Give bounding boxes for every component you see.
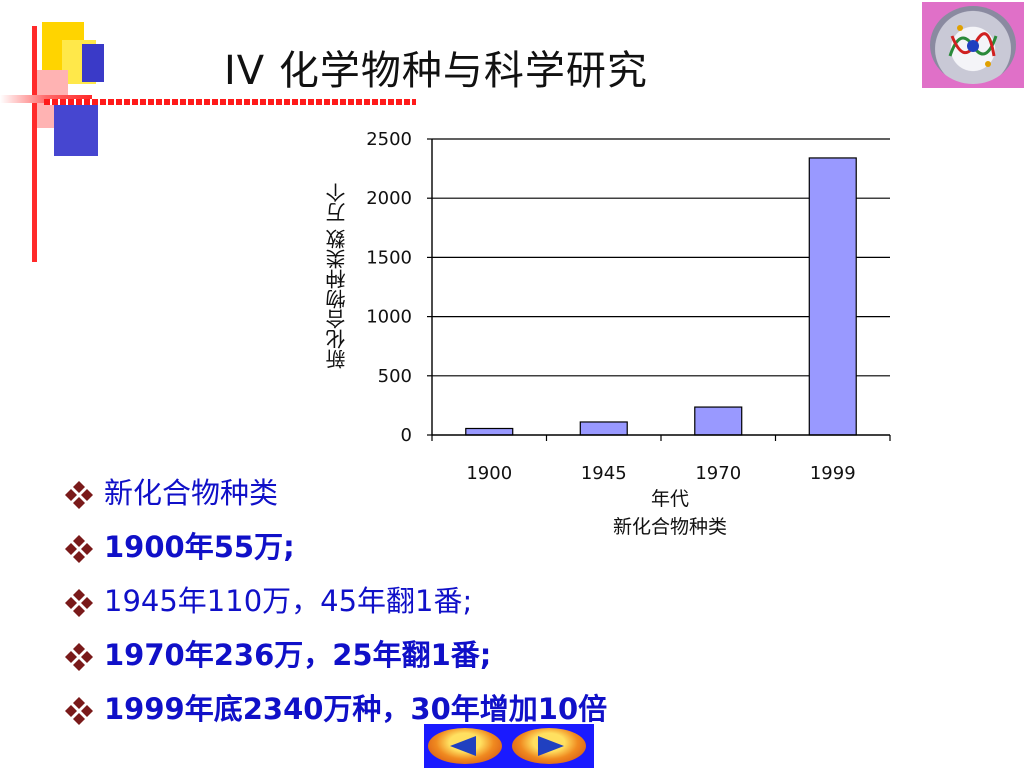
x-tick-label: 1970	[695, 463, 741, 480]
bullet-list: 新化合物种类 1900年55万; 1945年110万，45年翻1番; 1970年…	[60, 470, 607, 740]
diamond-cluster-icon	[65, 643, 93, 671]
y-tick-label: 2000	[366, 188, 412, 209]
arrow-left-icon	[450, 736, 476, 756]
x-tick-label: 1999	[810, 463, 856, 480]
bar-1945	[579, 421, 628, 436]
x-tick-label: 1945	[581, 463, 627, 480]
diamond-cluster-icon	[65, 481, 93, 509]
title-underline	[44, 99, 416, 105]
bullet-item: 新化合物种类	[60, 470, 607, 524]
chart-legend: 新化合物种类	[612, 516, 727, 538]
decor-red-vertical-line	[32, 26, 37, 262]
x-axis-label: 年代	[650, 488, 689, 510]
next-slide-button[interactable]	[512, 728, 586, 764]
slide-navigation	[424, 724, 594, 768]
slide-title: IV 化学物种与科学研究	[224, 48, 648, 94]
bullet-item: 1900年55万;	[60, 524, 607, 578]
bullet-text: 1900年55万;	[104, 530, 295, 564]
emblem-icon	[948, 25, 998, 67]
bullet-item: 1945年110万，45年翻1番;	[60, 578, 607, 632]
y-tick-label: 500	[378, 366, 412, 387]
bar-1970	[694, 406, 743, 436]
decor-blue-square	[82, 44, 104, 82]
y-tick-label: 0	[401, 425, 412, 446]
bullet-text: 1999年底2340万种，30年增加10倍	[104, 692, 608, 726]
chart-bars	[465, 157, 857, 436]
bar-1900	[465, 427, 514, 436]
bullet-text: 1970年236万，25年翻1番;	[104, 638, 492, 672]
y-tick-label: 1000	[366, 307, 412, 328]
y-tick-labels: 0 500 1000 1500 2000 2500	[366, 129, 412, 446]
diamond-cluster-icon	[65, 589, 93, 617]
logo-emblem-icon	[930, 6, 1016, 84]
previous-slide-button[interactable]	[428, 728, 502, 764]
bullet-text: 1945年110万，45年翻1番;	[104, 584, 473, 618]
x-tick-label: 1900	[466, 463, 512, 480]
chart-axes	[427, 138, 891, 441]
diamond-cluster-icon	[65, 535, 93, 563]
bullet-item: 1970年236万，25年翻1番;	[60, 632, 607, 686]
bar-chart: 0 500 1000 1500 2000 2500 1900 1945 1970 1999	[366, 129, 891, 480]
diamond-cluster-icon	[65, 697, 93, 725]
bar-1999	[808, 157, 857, 436]
bullet-text: 新化合物种类	[104, 476, 279, 510]
y-axis-label: 新化合物种类数 万个	[325, 182, 349, 370]
arrow-right-icon	[538, 736, 564, 756]
emblem-logo	[922, 2, 1024, 88]
bullet-item: 1999年底2340万种，30年增加10倍	[60, 686, 607, 740]
x-tick-labels: 1900 1945 1970 1999	[466, 463, 855, 480]
y-tick-label: 1500	[366, 247, 412, 268]
decor-blue-square	[54, 104, 98, 156]
y-tick-label: 2500	[366, 129, 412, 150]
